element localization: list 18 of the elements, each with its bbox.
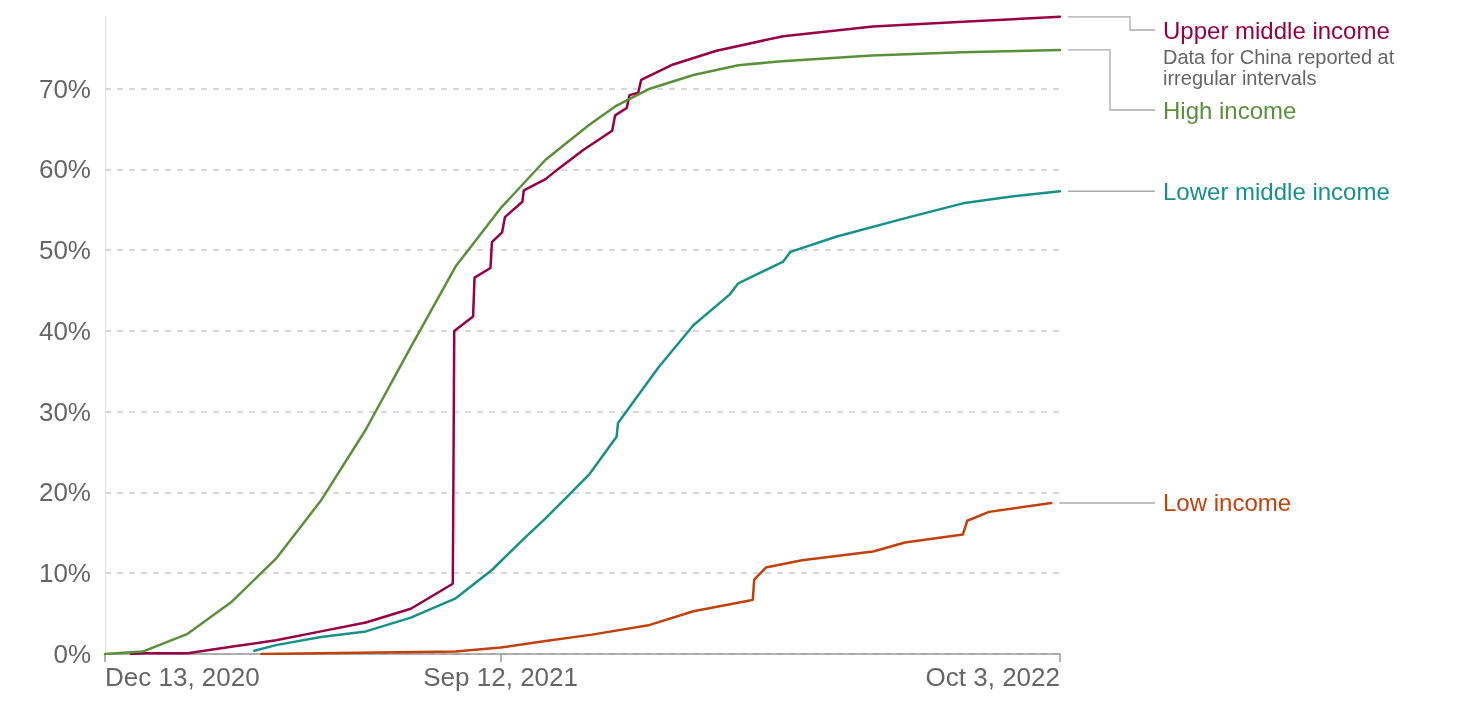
y-tick-label: 10%: [38, 558, 91, 589]
x-tick-label: Oct 3, 2022: [925, 662, 1060, 692]
text: Upper middle income: [1163, 16, 1390, 44]
line-series: [253, 190, 1062, 653]
y-tick-label: 20%: [38, 477, 91, 508]
x-tick-label: Dec 13, 2020: [105, 662, 260, 692]
y-tick-label: 30%: [38, 396, 91, 427]
y-tick-label: 70%: [38, 73, 91, 104]
y-tick-label: 40%: [38, 315, 91, 346]
x-tick-label: Sep 12, 2021: [423, 662, 578, 692]
text: Lower middle income: [1163, 177, 1390, 205]
y-tick-label: 60%: [38, 154, 91, 185]
line-series: [260, 501, 1053, 656]
annotation: Data for China reported at irregular intervals: [1163, 45, 1400, 89]
text: High income: [1163, 96, 1297, 124]
y-tick-label: 0%: [53, 639, 91, 669]
y-tick-label: 50%: [38, 235, 91, 266]
text: Low income: [1163, 489, 1292, 517]
